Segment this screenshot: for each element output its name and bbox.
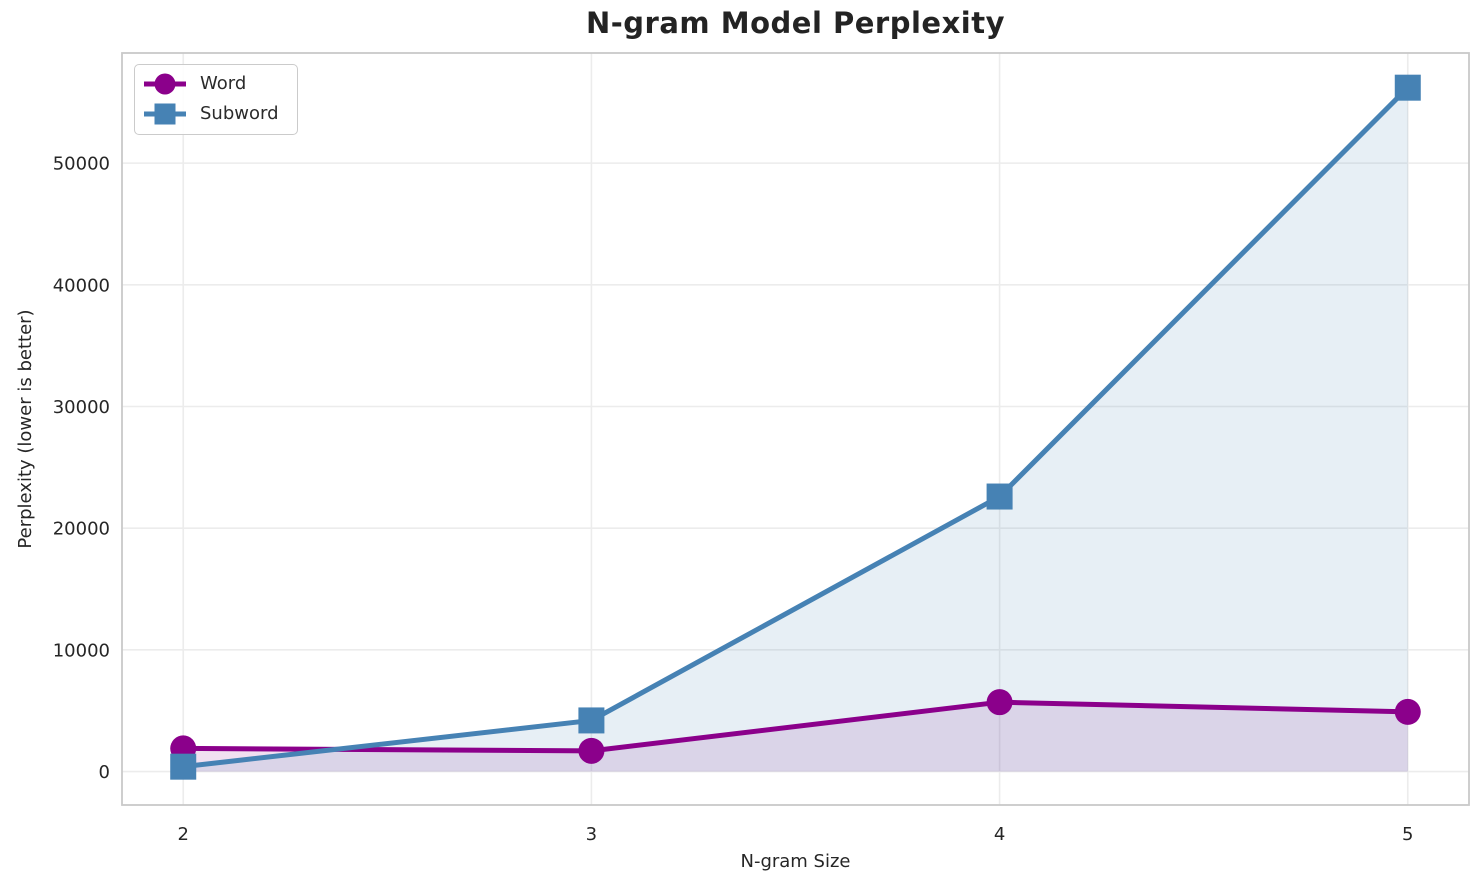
legend-label-word: Word	[200, 73, 247, 94]
plot-border	[121, 52, 1470, 806]
legend: Word Subword	[134, 64, 298, 135]
subword-marker	[1394, 74, 1421, 101]
x-tick-label: 3	[586, 824, 597, 845]
legend-label-subword: Subword	[200, 103, 279, 124]
word-line	[180, 699, 1411, 754]
chart-title: N-gram Model Perplexity	[585, 6, 1005, 40]
y-tick-label: 40000	[53, 275, 110, 296]
word-marker	[986, 689, 1013, 716]
x-axis-label: N-gram Size	[740, 851, 850, 872]
y-tick-label: 20000	[53, 519, 110, 540]
subword-legend-marker	[144, 103, 186, 125]
subword-marker	[986, 483, 1013, 510]
subword-marker	[170, 753, 197, 780]
x-tick-label: 4	[994, 824, 1005, 845]
legend-item-subword: Subword	[141, 99, 279, 129]
word-marker	[578, 737, 605, 764]
y-tick-label: 30000	[53, 397, 110, 418]
subword-line	[180, 85, 1411, 770]
legend-item-word: Word	[141, 69, 279, 99]
y-tick-label: 50000	[53, 154, 110, 175]
y-tick-label: 0	[99, 762, 110, 783]
y-axis-label: Perplexity (lower is better)	[15, 309, 36, 548]
x-tick-label: 5	[1402, 824, 1413, 845]
subword-area	[183, 87, 1408, 772]
y-tick-label: 10000	[53, 640, 110, 661]
x-tick-label: 2	[178, 824, 189, 845]
subword-marker	[578, 707, 605, 734]
word-area	[183, 702, 1408, 772]
word-marker	[1394, 698, 1421, 725]
word-legend-marker	[144, 73, 186, 95]
